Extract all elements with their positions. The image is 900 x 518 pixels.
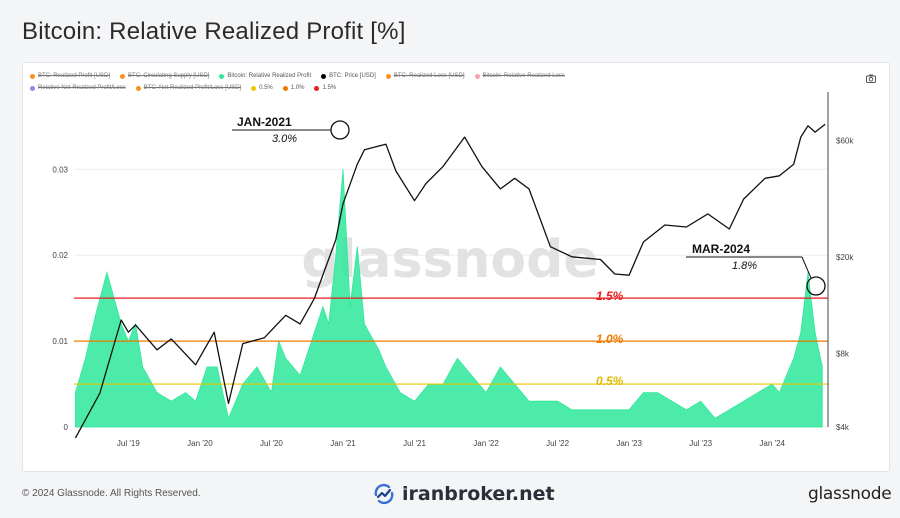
chart-legend: BTC: Realized Profit [USD] BTC: Circulati…	[30, 70, 830, 94]
legend-label: 1.0%	[290, 85, 305, 91]
line10-label: 1.0%	[596, 332, 624, 346]
x-tick-label: Jan '22	[473, 439, 499, 448]
legend-item[interactable]: 1.5%	[314, 85, 336, 91]
camera-icon-glyph	[866, 74, 876, 83]
mar2024-highlight-circle	[806, 276, 826, 296]
legend-label: BTC: Circulating Supply [USD]	[128, 73, 210, 79]
y-right-tick-label: $20k	[836, 253, 854, 262]
legend-label: Bitcoin: Relative Realized Loss	[482, 73, 565, 79]
x-tick-label: Jan '23	[616, 439, 642, 448]
legend-row: BTC: Realized Profit [USD] BTC: Circulati…	[30, 70, 830, 82]
legend-item[interactable]: BTC: Price [USD]	[321, 73, 376, 79]
price-line	[74, 123, 826, 439]
y-right-tick-label: $4k	[836, 423, 850, 432]
iranbroker-brand: iranbroker.net	[372, 482, 555, 506]
iranbroker-logo-icon	[374, 483, 394, 505]
legend-dot-icon	[314, 85, 320, 91]
legend-dot-icon	[251, 85, 257, 91]
legend-dot-icon	[474, 73, 480, 79]
legend-item[interactable]: BTC: Realized Loss [USD]	[385, 73, 465, 79]
jan2021-label: JAN-2021	[237, 115, 292, 129]
x-tick-label: Jan '20	[187, 439, 213, 448]
legend-dot-icon	[385, 73, 391, 79]
x-tick-label: Jul '22	[546, 439, 569, 448]
legend-dot-icon	[120, 73, 126, 79]
y-left-tick-label: 0.02	[52, 251, 68, 260]
legend-label: BTC: Realized Loss [USD]	[393, 73, 465, 79]
jan2021-value: 3.0%	[272, 133, 297, 145]
page-title: Bitcoin: Relative Realized Profit [%]	[22, 18, 406, 45]
iranbroker-text: iranbroker.net	[402, 483, 555, 505]
price-series	[74, 123, 826, 439]
mar2024-value: 1.8%	[732, 260, 757, 272]
line05-label: 0.5%	[596, 374, 624, 388]
legend-item[interactable]: Relative Net Realized Profit/Loss	[30, 85, 126, 91]
x-tick-label: Jul '19	[117, 439, 140, 448]
legend-label: BTC: Net Realized Profit/Loss [USD]	[143, 85, 242, 91]
mar2024-label: MAR-2024	[692, 242, 750, 256]
x-tick-label: Jul '21	[403, 439, 426, 448]
legend-item[interactable]: Bitcoin: Relative Realized Profit	[219, 73, 311, 79]
jan2021-highlight-circle	[330, 120, 350, 140]
annotations: JAN-2021 3.0% MAR-2024 1.8% 1.5% 1.0% 0.…	[232, 115, 826, 388]
legend-label: BTC: Realized Profit [USD]	[38, 73, 111, 79]
legend-label: BTC: Price [USD]	[329, 73, 376, 79]
legend-label: 1.5%	[322, 85, 337, 91]
y-right-tick-label: $8k	[836, 350, 850, 359]
x-tick-label: Jan '21	[330, 439, 356, 448]
legend-label: 0.5%	[259, 85, 273, 91]
relative-realized-profit-series	[74, 169, 823, 428]
reference-lines	[74, 297, 828, 385]
axes: 0 0.01 0.02 0.03 $4k $8k $20k $60k Jul '19 Jan '2…	[52, 92, 854, 448]
legend-label: Relative Net Realized Profit/Loss	[38, 85, 126, 91]
legend-dot-icon	[30, 73, 35, 79]
legend-row: Relative Net Realized Profit/Loss BTC: Ne…	[30, 82, 830, 94]
legend-item[interactable]: BTC: Net Realized Profit/Loss [USD]	[135, 85, 242, 91]
legend-label: Bitcoin: Relative Realized Profit	[227, 73, 312, 79]
legend-dot-icon	[282, 85, 288, 91]
legend-item[interactable]: BTC: Realized Profit [USD]	[30, 73, 110, 79]
y-left-tick-label: 0.03	[52, 165, 68, 174]
legend-item[interactable]: 1.0%	[282, 85, 305, 91]
glassnode-logo: glassnode	[808, 484, 892, 504]
line15-label: 1.5%	[596, 289, 624, 303]
legend-dot-icon	[219, 73, 225, 79]
y-left-tick-label: 0.01	[52, 337, 68, 346]
x-tick-label: Jul '23	[689, 439, 712, 448]
legend-dot-icon	[30, 85, 35, 91]
legend-item[interactable]: 0.5%	[251, 85, 273, 91]
y-left-tick-label: 0	[64, 423, 69, 432]
y-right-tick-label: $60k	[836, 137, 854, 146]
legend-dot-icon	[321, 73, 327, 79]
legend-item[interactable]: BTC: Circulating Supply [USD]	[120, 73, 209, 79]
copyright: © 2024 Glassnode. All Rights Reserved.	[22, 488, 201, 499]
mar2024-pointer-line	[801, 256, 812, 279]
x-tick-label: Jul '20	[260, 439, 283, 448]
x-tick-label: Jan '24	[759, 439, 785, 448]
watermark: glassnode	[301, 230, 598, 290]
legend-item[interactable]: Bitcoin: Relative Realized Loss	[474, 73, 565, 79]
legend-dot-icon	[135, 85, 141, 91]
camera-icon[interactable]	[866, 74, 876, 86]
